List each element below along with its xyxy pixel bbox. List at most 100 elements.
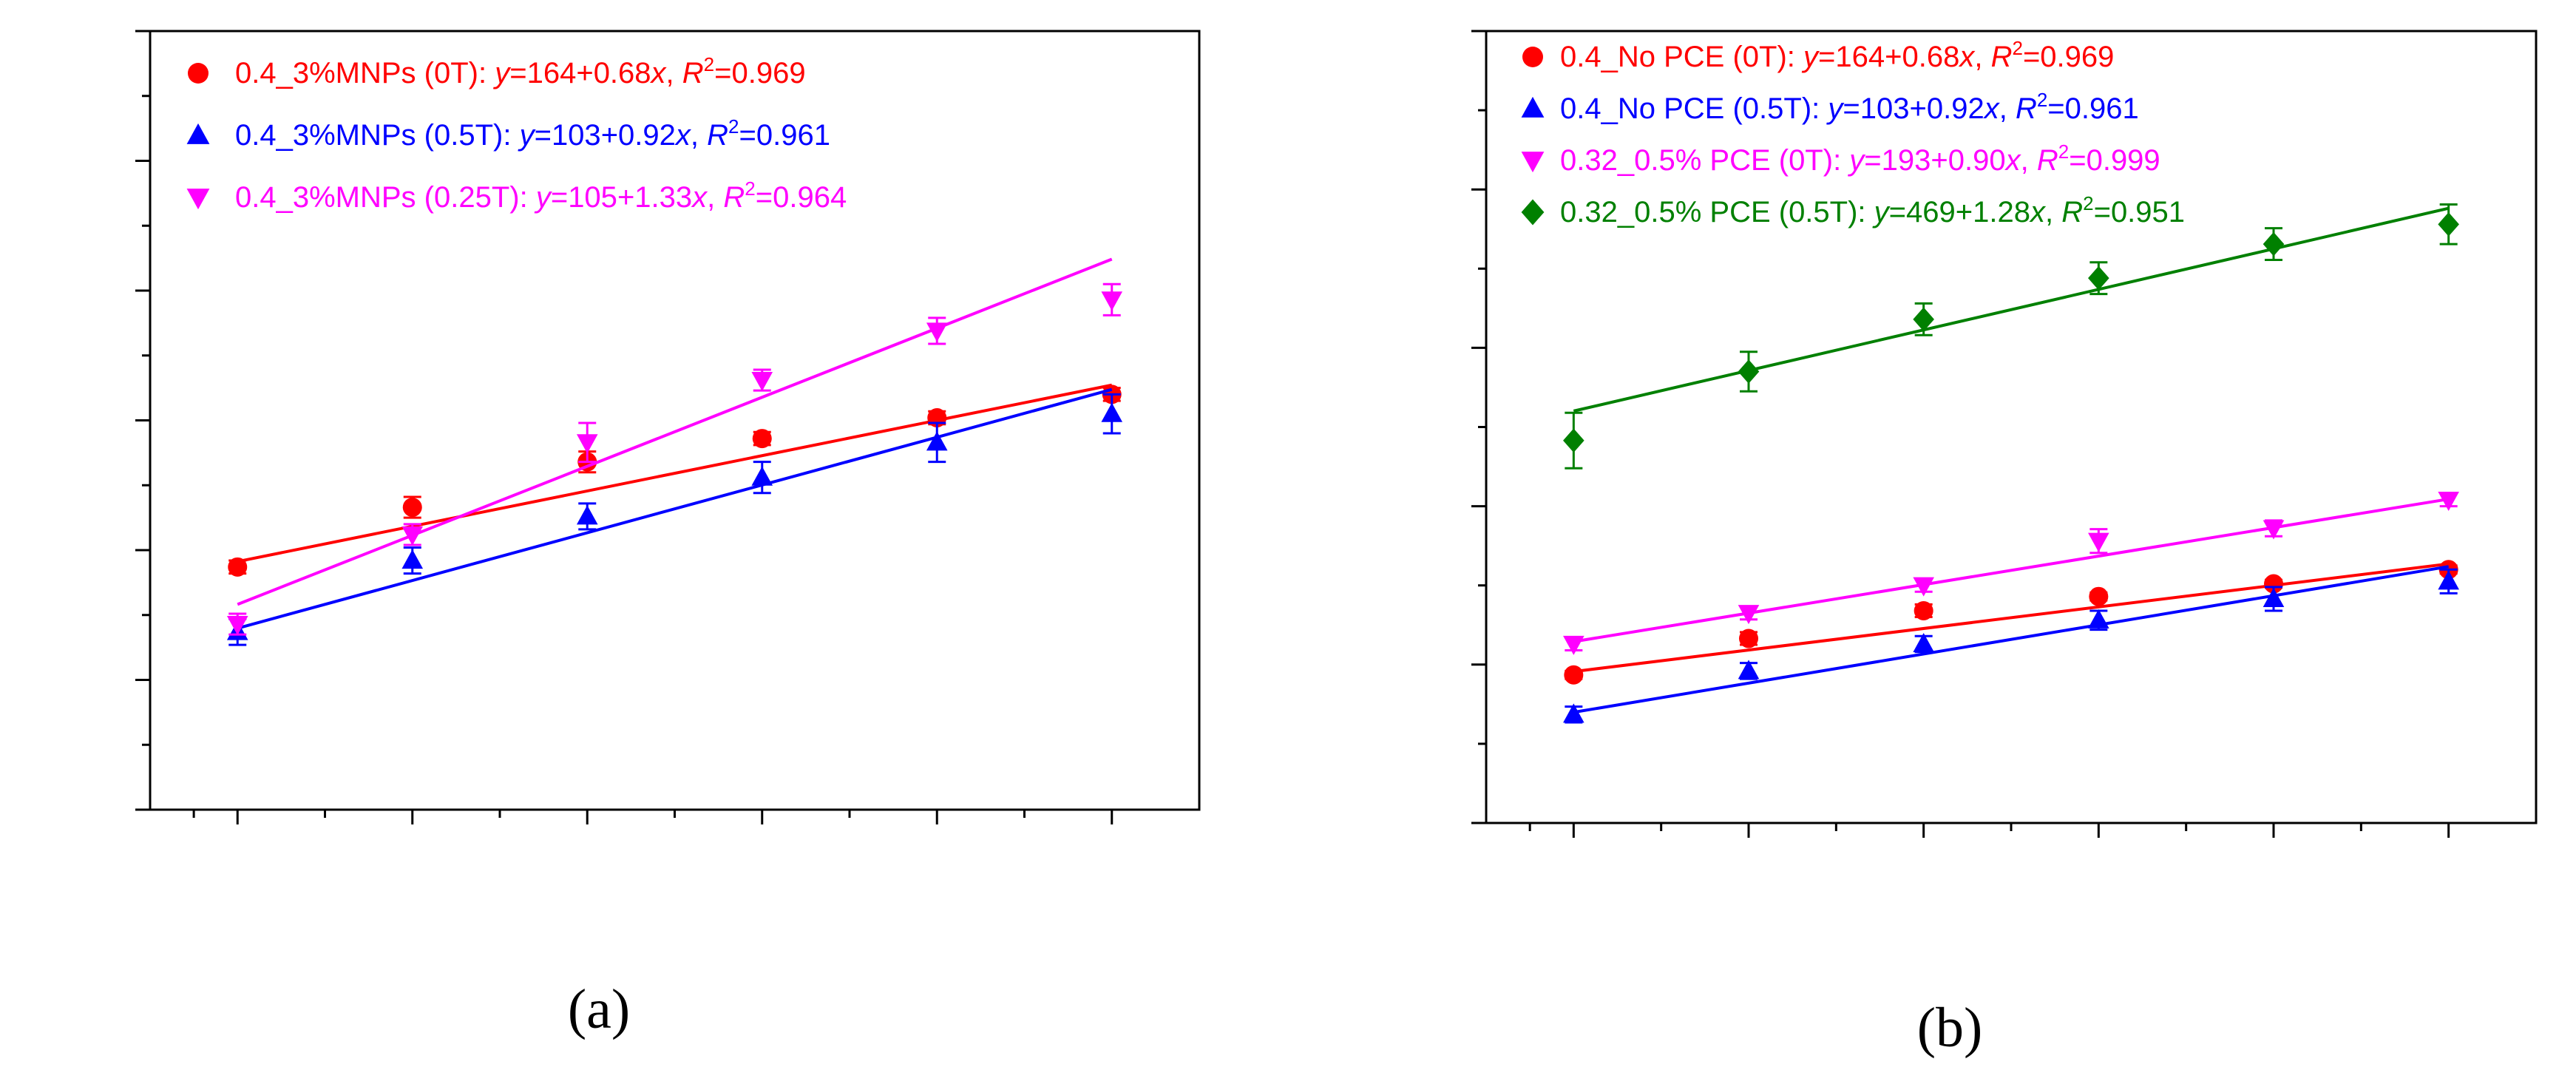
legend-text-fragment: 2 [2012,37,2022,59]
legend-entry-b: 0.4_No PCE (0T): y=164+0.68x, R2=0.969 [1560,37,2114,73]
legend-text-fragment: = [2069,144,2086,177]
legend-marker-b [1521,152,1545,173]
data-point-b [2088,609,2109,629]
legend-value: 469 [1906,196,1956,228]
legend-text-fragment: = [1818,41,1835,73]
legend-entry-b: 0.32_0.5% PCE (0.5T): y=469+1.28x, R2=0.… [1560,192,2185,228]
data-point-a [576,505,598,525]
data-point-b [1913,633,1934,653]
legend-value: 105 [568,181,617,214]
data-point-a [228,557,248,577]
legend-text-fragment: 2 [2037,89,2047,111]
legend-value: 164 [527,57,577,89]
legend-value: 103 [552,119,601,152]
legend-entry-a: 0.4_3%MNPs (0.25T): y=105+1.33x, R2=0.96… [235,177,847,214]
legend-text-fragment: = [1843,92,1860,125]
legend-value: 0.90 [1948,144,2006,177]
data-point-b [2263,520,2285,540]
legend-text-fragment: x [2029,196,2047,228]
data-point-b [1913,577,1934,597]
data-point-a [1101,291,1123,311]
legend-text-fragment: R [707,119,728,152]
legend-value: 0.32_0.5% PCE (0T) [1560,144,1833,177]
data-point-a [402,498,422,518]
legend-entry-b: 0.32_0.5% PCE (0T): y=193+0.90x, R2=0.99… [1560,140,2160,177]
data-point-a [751,466,773,486]
legend-text-fragment: x [2004,144,2022,177]
legend-text-fragment: , [2045,196,2061,228]
legend-text-fragment: y [1801,41,1820,73]
legend-text-fragment: = [551,181,568,214]
data-point-b [1739,629,1758,648]
legend-value: 0.951 [2111,196,2185,228]
legend-text-fragment: 2 [704,53,714,75]
fit-line-b [1573,206,2450,413]
legend-text-fragment: : [520,181,536,214]
series-a-0 [228,383,1122,577]
legend-text-fragment: : [478,57,495,89]
legend-text-fragment: = [2023,41,2040,73]
legend-text-fragment: , [2021,144,2037,177]
data-point-a [752,429,772,449]
data-point-b [2438,491,2459,511]
data-point-b [2263,587,2285,607]
data-point-b [2089,586,2109,606]
data-point-a [1101,402,1123,422]
legend-text-fragment: = [509,57,526,89]
legend-text-fragment: : [503,119,519,152]
legend-text-fragment: 2 [2058,140,2069,163]
legend-text-fragment: : [1833,144,1849,177]
legend-text-fragment: y [1872,196,1891,228]
legend-text-fragment: = [2047,92,2064,125]
data-point-b [1914,600,1933,620]
data-point-a [226,615,248,635]
data-point-b [2264,574,2283,594]
data-point-b [1913,307,1934,332]
legend-value: 103 [1860,92,1910,125]
data-point-a [576,434,598,454]
legend-text-fragment: + [617,181,634,214]
legend-text-fragment: : [1857,196,1874,228]
panel-b: 0.4_No PCE (0T): y=164+0.68x, R2=0.969 0.… [1471,30,2538,838]
data-point-b [1563,703,1584,723]
legend-text-fragment: y [534,181,553,214]
legend-text-fragment: , [1974,41,1990,73]
legend-value: 0.964 [773,181,847,214]
legend-text-fragment: R [2061,196,2083,228]
legend-text-fragment: R [723,181,745,214]
legend-text-fragment: + [601,119,618,152]
legend-text-fragment: , [691,119,707,152]
series-b-2 [1563,491,2459,655]
data-point-b [2438,212,2459,237]
panel-a: 0.4_3%MNPs (0T): y=164+0.68x, R2=0.9690.… [135,30,1201,824]
fit-line-b [1573,497,2449,643]
data-point-b [2438,570,2459,590]
legend-text-fragment: R [1991,41,2013,73]
legend-text-fragment: + [1885,41,1902,73]
series-a-2 [226,257,1123,636]
panel-label-b: (b) [1917,997,1983,1059]
legend-text-fragment: : [1787,41,1803,73]
legend-text-fragment: = [2094,196,2111,228]
legend-text-fragment: = [756,181,773,214]
legend-text-fragment: + [576,57,593,89]
data-point-b [1564,665,1584,685]
legend-text-fragment: R [682,57,704,89]
legend-text-fragment: x [674,119,692,152]
legend-marker-a [186,123,210,144]
fit-line-b [1573,562,2449,674]
data-point-a [751,372,773,392]
legend-value: 0.32_0.5% PCE (0.5T) [1560,196,1857,228]
legend-entry-a: 0.4_3%MNPs (0T): y=164+0.68x, R2=0.969 [235,53,806,89]
fit-line-b [1573,565,2449,714]
legend-text-fragment: = [1889,196,1906,228]
legend-value: 0.969 [732,57,806,89]
data-point-b [1738,605,1760,625]
legend-entry-a: 0.4_3%MNPs (0.5T): y=103+0.92x, R2=0.961 [235,115,830,152]
legend-marker-a [186,189,210,210]
legend-value: 0.961 [2065,92,2139,125]
data-point-b [1563,635,1584,655]
legend-text-fragment: , [1999,92,2016,125]
